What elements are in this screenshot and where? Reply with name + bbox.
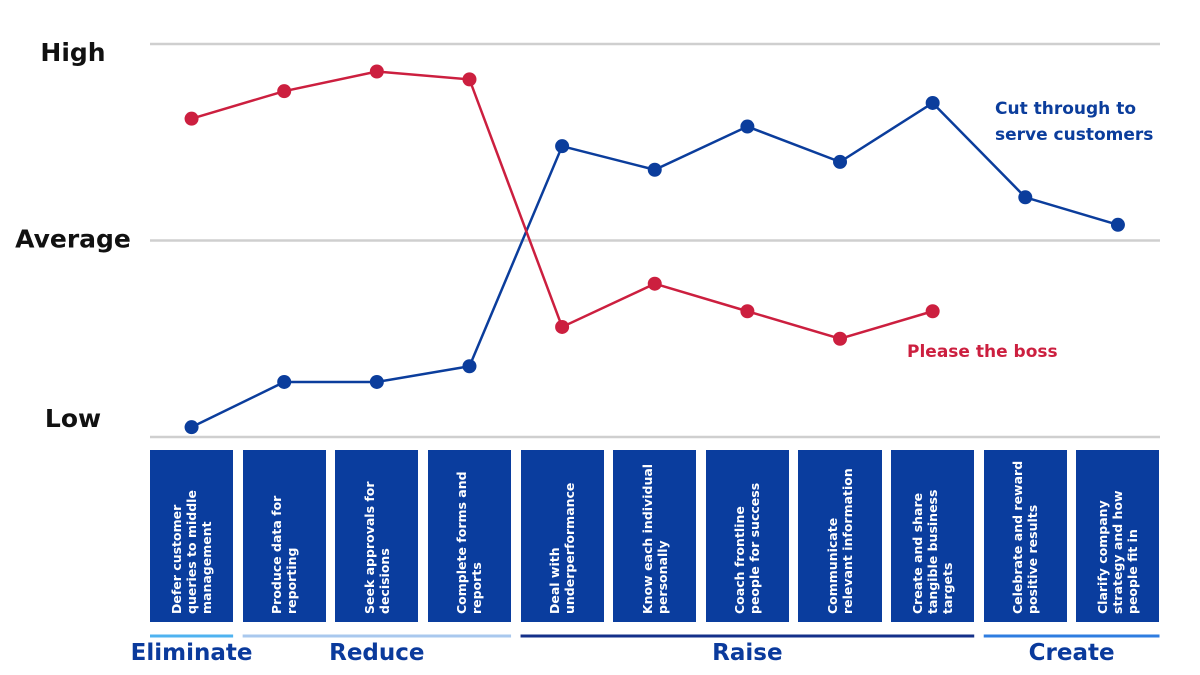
category-label: Know each individual personally — [639, 463, 670, 614]
data-point — [369, 374, 384, 389]
data-point — [740, 304, 755, 319]
group-label: Reduce — [329, 640, 425, 666]
data-point — [462, 359, 477, 374]
data-point — [740, 119, 755, 134]
data-point — [833, 331, 848, 346]
category-box: Seek approvals for decisions — [335, 450, 419, 622]
data-point — [277, 84, 292, 99]
category-label: Celebrate and reward positive results — [1010, 460, 1041, 614]
category-box: Create and share tangible business targe… — [891, 450, 975, 622]
category-label: Communicate relevant information — [825, 468, 856, 614]
group-label: Raise — [712, 640, 783, 666]
data-point — [1018, 190, 1033, 205]
data-point — [184, 111, 199, 126]
category-label: Produce data for reporting — [269, 495, 300, 614]
category-label: Clarify company strategy and how people … — [1095, 490, 1141, 614]
y-tick-label: Low — [45, 404, 101, 433]
data-point — [184, 420, 199, 435]
category-box: Celebrate and reward positive results — [983, 450, 1067, 622]
data-point — [277, 374, 292, 389]
category-label: Defer customer queries to middle managem… — [169, 490, 215, 614]
category-box: Clarify company strategy and how people … — [1076, 450, 1160, 622]
category-label: Complete forms and reports — [454, 471, 485, 614]
category-label: Deal with underperformance — [547, 482, 578, 614]
data-point — [925, 304, 940, 319]
data-point — [369, 64, 384, 79]
data-point — [555, 139, 570, 154]
data-point — [647, 276, 662, 291]
series-line — [191, 70, 934, 341]
data-point — [555, 319, 570, 334]
series-line — [191, 101, 1119, 429]
data-point — [925, 95, 940, 110]
group-label: Eliminate — [130, 640, 253, 666]
category-box: Deal with underperformance — [520, 450, 604, 622]
data-point — [462, 72, 477, 87]
category-label: Seek approvals for decisions — [361, 481, 392, 614]
group-label: Create — [1028, 640, 1115, 666]
data-point — [1110, 217, 1125, 232]
category-box: Communicate relevant information — [798, 450, 882, 622]
category-box: Know each individual personally — [613, 450, 697, 622]
data-point — [833, 154, 848, 169]
category-box: Coach frontline people for success — [705, 450, 789, 622]
y-tick-label: Average — [15, 225, 131, 254]
y-tick-label: High — [40, 38, 105, 67]
category-label: Coach frontline people for success — [732, 482, 763, 614]
category-box: Complete forms and reports — [427, 450, 512, 622]
category-box: Defer customer queries to middle managem… — [150, 450, 234, 622]
data-point — [647, 162, 662, 177]
category-box: Produce data for reporting — [242, 450, 326, 622]
series-label: Please the boss — [907, 342, 1058, 362]
category-label: Create and share tangible business targe… — [910, 489, 956, 614]
series-label: Cut through to serve customers — [995, 99, 1154, 145]
